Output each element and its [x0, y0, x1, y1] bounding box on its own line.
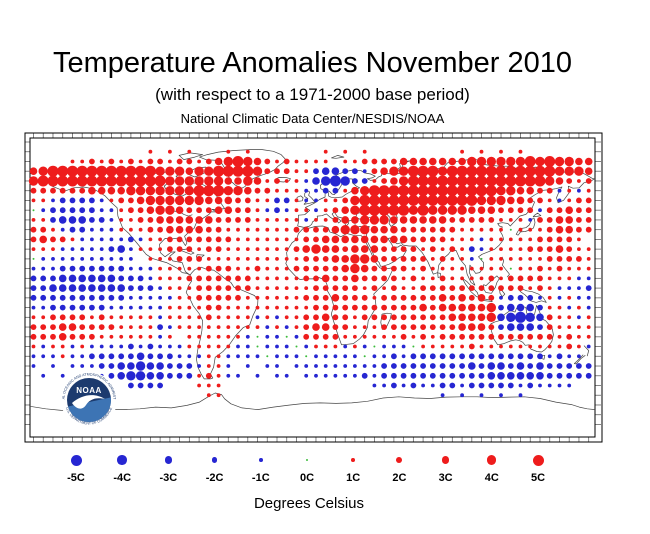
- map-frame: [24, 132, 603, 443]
- legend-item--2C: -2C: [192, 450, 238, 484]
- legend-item-3C: 3C: [423, 450, 469, 484]
- legend-label: 5C: [530, 472, 546, 484]
- legend-label: 4C: [484, 472, 499, 484]
- legend-label: -5C: [67, 472, 85, 484]
- legend-item-5C: 5C: [515, 450, 561, 484]
- legend-dot: [164, 456, 173, 464]
- legend-item-0C: 0C: [284, 450, 330, 484]
- legend-item-1C: 1C: [330, 450, 376, 484]
- legend-dot: [532, 454, 544, 466]
- legend-dot: [211, 457, 218, 463]
- page-title: Temperature Anomalies November 2010: [52, 47, 573, 79]
- legend-dot: [306, 459, 308, 461]
- legend-label: -1C: [251, 472, 270, 484]
- legend-label: 2C: [392, 472, 407, 484]
- legend-item--1C: -1C: [238, 450, 284, 484]
- noaa-logo-text: NOAA: [76, 386, 102, 395]
- legend-dot: [487, 455, 497, 465]
- legend-item--4C: -4C: [99, 450, 145, 484]
- legend-label: 0C: [299, 472, 315, 484]
- legend-item-4C: 4C: [469, 450, 515, 484]
- legend-dot: [117, 455, 127, 465]
- legend-dot: [258, 458, 263, 462]
- legend-item-2C: 2C: [376, 450, 422, 484]
- legend-label: 1C: [346, 472, 361, 484]
- legend-label: -2C: [205, 472, 224, 484]
- anomaly-dots: [28, 149, 593, 398]
- noaa-logo: NATIONAL OCEANIC AND ATMOSPHERIC ADMINIS…: [61, 372, 117, 428]
- anomaly-legend: -5C -4C -3C -2C -1C 0C 1C 2C 3C 4C 5C: [0, 450, 650, 500]
- base-period-subtitle: (with respect to a 1971-2000 base period…: [155, 85, 470, 104]
- legend-dot: [351, 458, 356, 462]
- legend-dot: [396, 457, 403, 463]
- legend-label: -4C: [113, 472, 132, 484]
- legend-units-label: Degrees Celsius: [253, 495, 365, 512]
- legend-dot: [441, 456, 450, 464]
- legend-label: -3C: [159, 472, 178, 484]
- legend-label: 3C: [438, 472, 453, 484]
- legend-dot: [70, 454, 82, 466]
- organization-line: National Climatic Data Center/NESDIS/NOA…: [180, 111, 445, 126]
- legend-item--3C: -3C: [145, 450, 191, 484]
- legend-item--5C: -5C: [53, 450, 99, 484]
